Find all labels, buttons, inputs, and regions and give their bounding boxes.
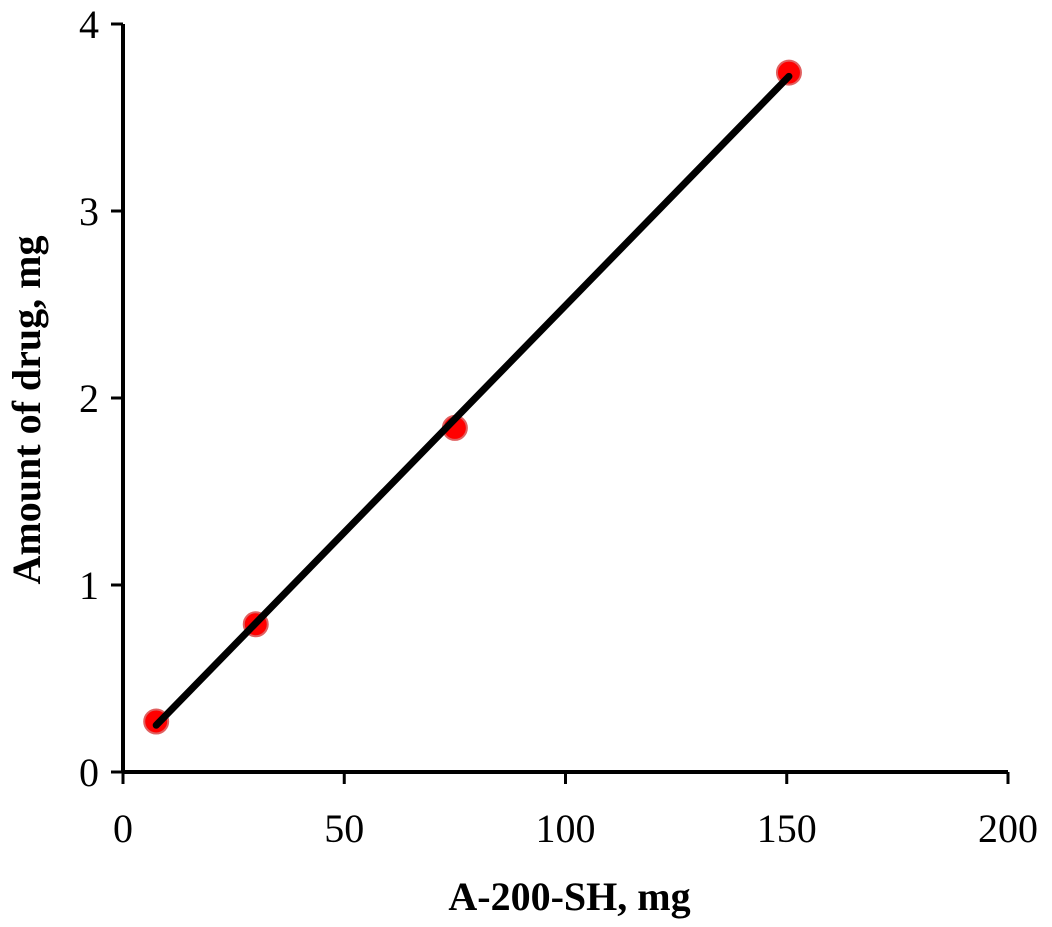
x-tick-label: 100 <box>536 806 596 851</box>
x-tick-label: 150 <box>757 806 817 851</box>
trendline <box>152 72 793 729</box>
x-axis-title: A-200-SH, mg <box>448 874 690 919</box>
x-tick-label: 200 <box>978 806 1038 851</box>
y-tick-label: 3 <box>79 189 99 234</box>
x-tick-label: 50 <box>324 806 364 851</box>
y-tick-label: 0 <box>79 750 99 795</box>
y-axis-title: Amount of drug, mg <box>4 236 49 585</box>
y-axis-tick-labels: 0 1 2 3 4 <box>79 2 99 795</box>
x-tick-label: 0 <box>113 806 133 851</box>
y-tick-label: 2 <box>79 376 99 421</box>
x-axis-tick-labels: 0 50 100 150 200 <box>113 806 1038 851</box>
y-tick-label: 4 <box>79 2 99 47</box>
y-tick-label: 1 <box>79 563 99 608</box>
